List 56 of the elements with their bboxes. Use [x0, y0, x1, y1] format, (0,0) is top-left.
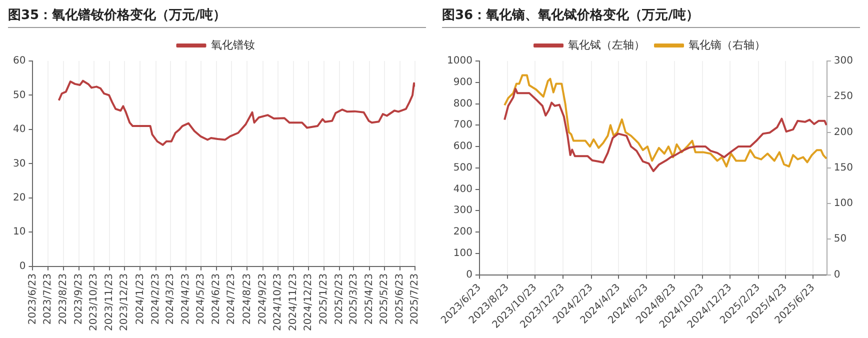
- y-tick-label: 1000: [446, 56, 472, 67]
- x-tick-label: 2024/7/23: [226, 273, 238, 325]
- y2-tick-label: 300: [834, 56, 854, 67]
- x-tick-label: 2024/1/23: [134, 273, 146, 325]
- x-tick-label: 2024/3/23: [164, 273, 176, 325]
- y-tick-label: 500: [453, 162, 472, 174]
- x-tick-label: 2023/7/23: [42, 273, 54, 325]
- y-tick-label: 800: [453, 98, 472, 110]
- y-tick-label: 50: [12, 90, 26, 101]
- x-tick-label: 2025/6/23: [394, 273, 406, 325]
- x-tick-label: 2024/4/23: [180, 273, 192, 325]
- legend-label: 氧化镨钕: [210, 38, 255, 52]
- y-tick-label: 600: [453, 141, 472, 152]
- legend-label: 氧化铽（左轴）: [568, 38, 645, 52]
- y-tick-label: 0: [466, 269, 472, 280]
- x-tick-label: 2024/10/23: [272, 273, 284, 332]
- x-tick-label: 2024/6/23: [211, 273, 222, 325]
- x-tick-label: 2025/1/23: [318, 273, 330, 325]
- x-tick-label: 2024/8/23: [242, 273, 253, 325]
- x-tick-label: 2023/10/23: [88, 273, 100, 332]
- x-tick-label: 2025/4/23: [364, 273, 375, 325]
- x-tick-label: 2023/6/23: [27, 273, 38, 325]
- y2-tick-label: 150: [834, 162, 854, 174]
- legend-label: 氧化镝（右轴）: [688, 38, 766, 52]
- x-tick-label: 2024/5/23: [196, 273, 207, 325]
- y-tick-label: 300: [453, 205, 472, 216]
- x-tick-label: 2023/8/23: [58, 273, 69, 325]
- y2-tick-label: 250: [834, 91, 854, 102]
- y-tick-label: 100: [453, 248, 472, 259]
- y-tick-label: 700: [453, 120, 472, 131]
- y2-tick-label: 100: [834, 198, 854, 210]
- y-tick-label: 40: [12, 124, 26, 136]
- y-tick-label: 200: [453, 226, 472, 238]
- x-tick-label: 2024/11/23: [288, 273, 300, 332]
- y-tick-label: 400: [453, 184, 472, 195]
- x-tick-label: 2025/2/23: [334, 273, 346, 325]
- x-tick-label: 2025/3/23: [348, 273, 360, 325]
- chart-title: 图35：氧化镨钕价格变化（万元/吨）: [8, 6, 426, 28]
- y-tick-label: 0: [19, 260, 26, 272]
- x-tick-label: 2024/12/23: [303, 273, 314, 332]
- y-tick-label: 20: [12, 192, 26, 204]
- x-tick-label: 2023/9/23: [74, 273, 85, 325]
- x-tick-label: 2024/2/23: [150, 273, 162, 325]
- y-tick-label: 60: [12, 56, 26, 67]
- y-tick-label: 900: [453, 76, 472, 88]
- x-tick-label: 2025/5/23: [378, 273, 390, 325]
- x-tick-label: 2025/7/23: [410, 273, 421, 325]
- y-tick-label: 30: [12, 158, 26, 170]
- x-tick-label: 2023/11/23: [104, 273, 116, 332]
- x-tick-label: 2024/9/23: [257, 273, 268, 325]
- chart-title: 图36：氧化镝、氧化铽价格变化（万元/吨）: [442, 6, 860, 28]
- y-tick-label: 10: [12, 226, 26, 238]
- y2-tick-label: 0: [834, 269, 840, 280]
- y2-tick-label: 200: [834, 126, 854, 138]
- x-tick-label: 2023/12/23: [119, 273, 130, 332]
- y2-tick-label: 50: [834, 234, 847, 245]
